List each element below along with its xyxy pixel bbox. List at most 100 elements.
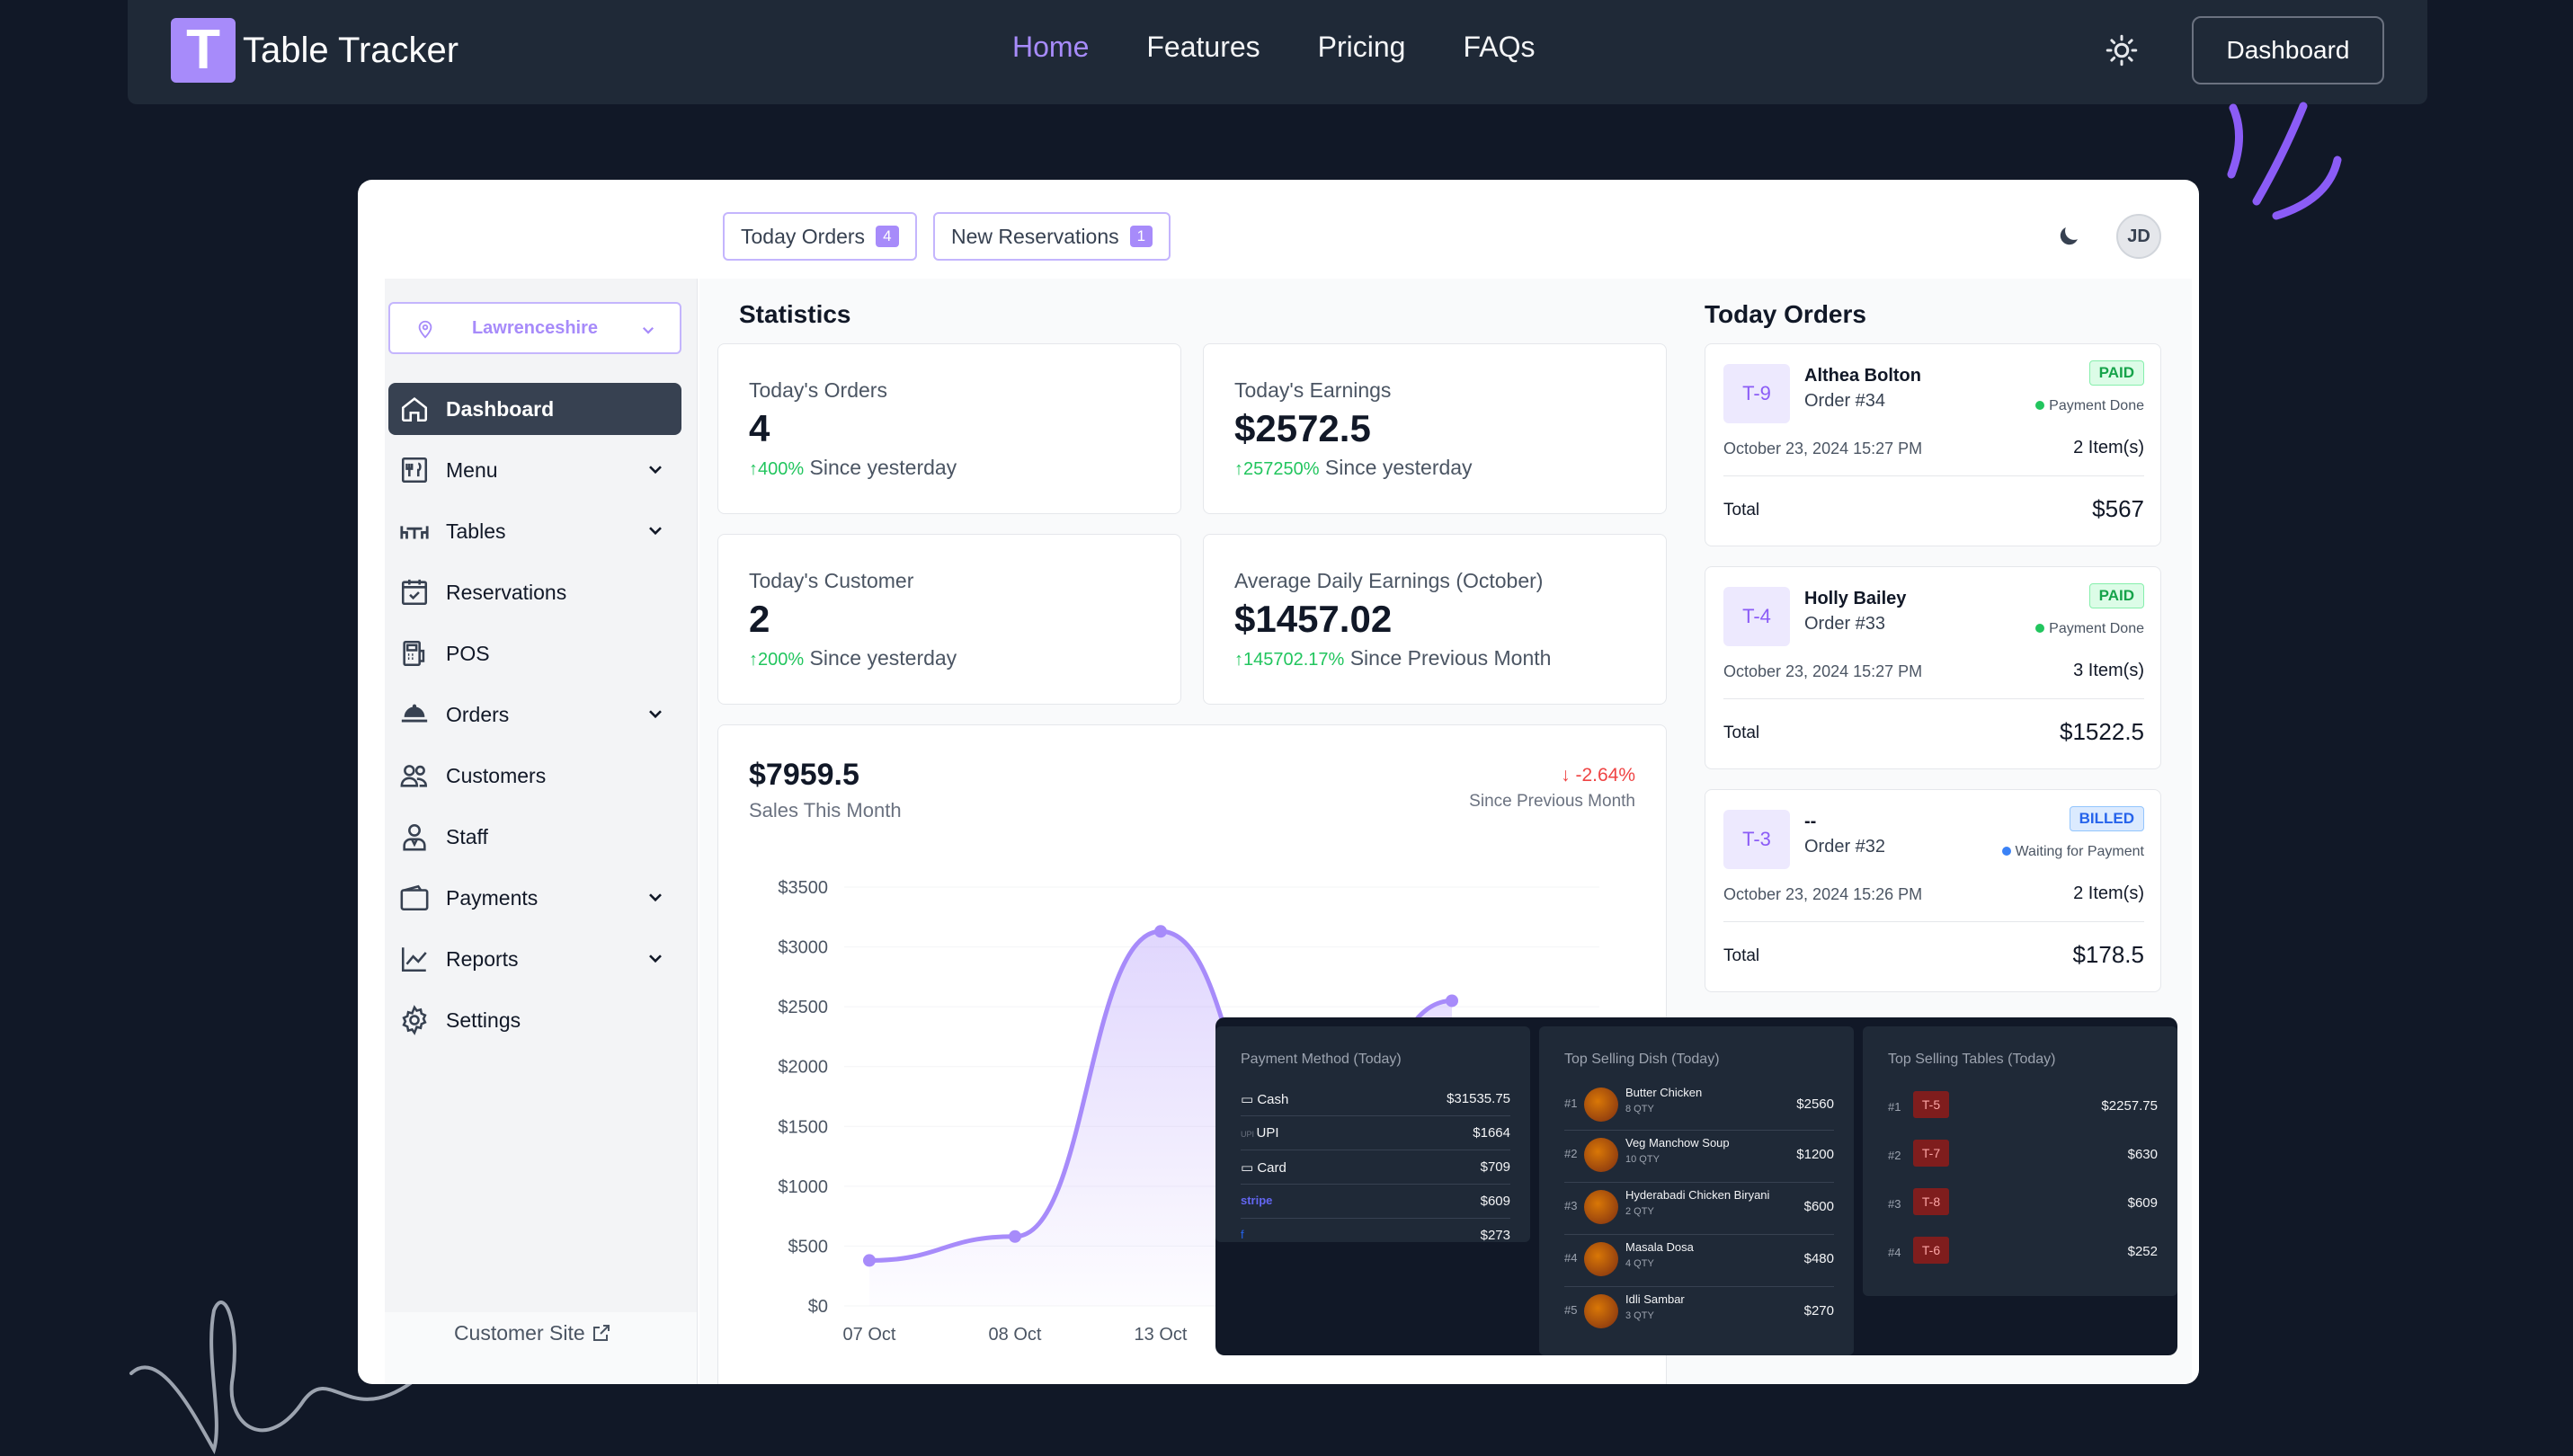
sales-since: Since Previous Month <box>1469 792 1635 811</box>
brand-logo: T <box>171 18 236 83</box>
sidebar-item-pos[interactable]: POS <box>388 627 681 679</box>
order-card[interactable]: T-4 Holly Bailey Order #33 PAID Payment … <box>1705 566 2161 769</box>
table-value: $2257.75 <box>2101 1098 2158 1114</box>
table-value: $609 <box>2127 1195 2158 1211</box>
brand[interactable]: T Table Tracker <box>171 18 459 83</box>
card-icon: ▭ <box>1241 1160 1258 1176</box>
total-label: Total <box>1723 946 1760 965</box>
location-select[interactable]: Lawrenceshire <box>388 302 681 354</box>
data-point[interactable] <box>1446 994 1458 1008</box>
table-badge: T-4 <box>1723 587 1790 646</box>
item-count: 2 Item(s) <box>2073 438 2144 457</box>
stat-card-customers: Today's Customer 2 ↑200% Since yesterday <box>717 534 1181 705</box>
sidebar-item-payments[interactable]: Payments <box>388 872 681 924</box>
sidebar-item-settings[interactable]: Settings <box>388 994 681 1046</box>
dish-rank: #1 <box>1564 1096 1578 1110</box>
divider <box>1723 475 2144 476</box>
stat-value: 4 <box>749 407 770 449</box>
statistics-title: Statistics <box>739 300 851 328</box>
arrow-down-icon: ↓ <box>1561 765 1571 786</box>
sidebar-item-dashboard[interactable]: Dashboard <box>388 383 681 435</box>
stat-since: Since yesterday <box>809 646 957 670</box>
y-tick-label: $0 <box>808 1297 828 1317</box>
flutterwave-logo-icon: f <box>1241 1228 1244 1241</box>
chevron-down-icon <box>649 710 662 719</box>
data-point[interactable] <box>1154 925 1167 938</box>
moon-icon[interactable] <box>2055 223 2082 250</box>
sidebar-item-label: Tables <box>446 519 506 543</box>
payment-method-name: Card <box>1257 1160 1286 1176</box>
sidebar-item-customers[interactable]: Customers <box>388 750 681 802</box>
y-tick-label: $2000 <box>778 1058 828 1078</box>
today-orders-pill[interactable]: Today Orders 4 <box>723 212 917 261</box>
order-card[interactable]: T-3 -- Order #32 BILLED Waiting for Paym… <box>1705 789 2161 992</box>
stat-value: 2 <box>749 598 770 640</box>
sun-icon[interactable] <box>2106 34 2138 67</box>
avatar[interactable]: JD <box>2116 214 2161 259</box>
order-date: October 23, 2024 15:26 PM <box>1723 885 1923 903</box>
dish-qty: 2 QTY <box>1625 1206 1654 1217</box>
stat-change: ↑145702.17% Since Previous Month <box>1234 646 1551 670</box>
customer-name: Althea Bolton <box>1804 366 1921 386</box>
sidebar-item-label: Payments <box>446 885 539 910</box>
stat-since: Since yesterday <box>1324 456 1473 479</box>
stat-card-avg-earnings: Average Daily Earnings (October) $1457.0… <box>1203 534 1667 705</box>
order-card[interactable]: T-9 Althea Bolton Order #34 PAID Payment… <box>1705 343 2161 546</box>
y-tick-label: $500 <box>788 1237 829 1256</box>
stat-label: Average Daily Earnings (October) <box>1234 569 1544 592</box>
x-tick-label: 08 Oct <box>989 1325 1042 1345</box>
dish-value: $480 <box>1803 1251 1834 1266</box>
chevron-down-icon <box>649 466 662 475</box>
sidebar-item-label: Dashboard <box>446 396 555 421</box>
sidebar-item-menu[interactable]: Menu <box>388 444 681 496</box>
customer-site-link[interactable]: Customer Site <box>385 1321 681 1345</box>
dish-name: Veg Manchow Soup <box>1625 1136 1730 1150</box>
total-label: Total <box>1723 724 1760 742</box>
payment-status: Payment Done <box>2035 398 2144 414</box>
table-icon <box>400 526 429 539</box>
order-date: October 23, 2024 15:27 PM <box>1723 439 1923 457</box>
sidebar-item-tables[interactable]: Tables <box>388 505 681 557</box>
payment-label: ▭ Card <box>1241 1159 1286 1176</box>
divider <box>1723 921 2144 922</box>
list-item: #3 Hyderabadi Chicken Biryani 2 QTY $600 <box>1564 1185 1834 1235</box>
nav-link-faqs[interactable]: FAQs <box>1463 31 1536 63</box>
list-item: #1 T-5 $2257.75 <box>1888 1086 2158 1131</box>
chevron-down-icon <box>642 326 654 334</box>
data-point[interactable] <box>863 1254 876 1267</box>
list-item: #1 Butter Chicken 8 QTY $2560 <box>1564 1082 1834 1131</box>
arrow-up-icon: ↑ <box>1234 650 1243 670</box>
total-value: $1522.5 <box>2060 718 2144 745</box>
dish-value: $2560 <box>1796 1096 1834 1112</box>
nav-link-home[interactable]: Home <box>1012 31 1090 63</box>
today-orders-title: Today Orders <box>1705 300 1866 328</box>
payment-status: Payment Done <box>2035 621 2144 637</box>
top-dish-title: Top Selling Dish (Today) <box>1564 1052 1720 1067</box>
sidebar-item-orders[interactable]: Orders <box>388 688 681 741</box>
list-item: UPI UPI $1664 <box>1241 1116 1510 1150</box>
dish-image <box>1584 1242 1618 1276</box>
payment-status-text: Payment Done <box>2049 621 2144 636</box>
dish-image <box>1584 1190 1618 1224</box>
y-tick-label: $3000 <box>778 938 828 958</box>
dashboard-button[interactable]: Dashboard <box>2192 16 2384 84</box>
brand-name: Table Tracker <box>243 30 459 70</box>
decorative-squiggle-icon <box>129 1301 414 1455</box>
payment-value: $1664 <box>1473 1125 1510 1141</box>
new-reservations-pill[interactable]: New Reservations 1 <box>933 212 1171 261</box>
sidebar-item-label: Reservations <box>446 580 567 604</box>
order-number: Order #33 <box>1804 614 1886 634</box>
divider <box>1723 698 2144 699</box>
data-point[interactable] <box>1009 1230 1021 1243</box>
sidebar-item-reservations[interactable]: Reservations <box>388 566 681 618</box>
y-tick-label: $1500 <box>778 1117 828 1137</box>
home-icon <box>401 397 428 422</box>
sidebar-item-reports[interactable]: Reports <box>388 933 681 985</box>
dish-value: $270 <box>1803 1303 1834 1318</box>
nav-link-features[interactable]: Features <box>1146 31 1260 63</box>
nav-links: Home Features Pricing FAQs <box>1012 31 1535 64</box>
order-date: October 23, 2024 15:27 PM <box>1723 662 1923 680</box>
sidebar-panel <box>385 279 697 1312</box>
sidebar-item-staff[interactable]: Staff <box>388 811 681 863</box>
nav-link-pricing[interactable]: Pricing <box>1317 31 1406 63</box>
